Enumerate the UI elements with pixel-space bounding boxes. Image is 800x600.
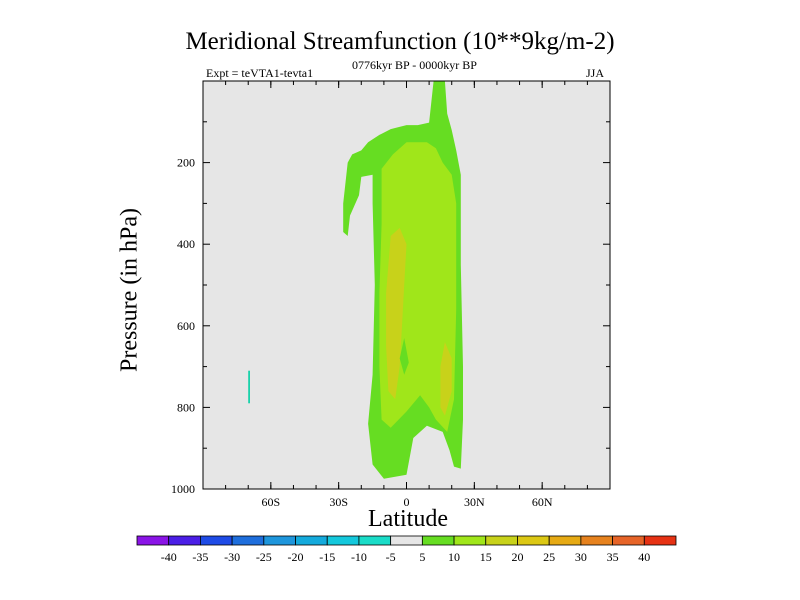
y-tick-label: 1000: [171, 482, 195, 496]
y-tick-label: 800: [177, 400, 195, 414]
x-tick-label: 0: [404, 495, 410, 509]
colorbar-swatch: [517, 535, 550, 546]
colorbar-swatch: [548, 535, 582, 546]
colorbar-label: 15: [480, 550, 492, 564]
colorbar-swatch: [168, 535, 201, 546]
colorbar-label: 40: [638, 550, 650, 564]
colorbar-swatch: [263, 535, 296, 546]
colorbar-swatch: [295, 535, 328, 546]
season-label: JJA: [586, 66, 605, 80]
colorbar-label: -35: [192, 550, 208, 564]
contour-region-6: [248, 370, 250, 404]
colorbar-label: -20: [288, 550, 304, 564]
y-tick-label: 200: [177, 156, 195, 170]
colorbar-label: 10: [448, 550, 460, 564]
y-axis: 200 400 600 800 1000: [171, 121, 610, 496]
y-tick-label: 600: [177, 319, 195, 333]
colorbar-swatch: [485, 535, 518, 546]
colorbar-swatch: [390, 535, 423, 546]
plot-area: [202, 80, 611, 490]
colorbar-swatch: [643, 535, 677, 546]
time-range-label: 0776kyr BP - 0000kyr BP: [352, 58, 477, 72]
x-tick-label: 60S: [261, 495, 280, 509]
colorbar-swatch: [358, 535, 392, 546]
colorbar-label: -40: [161, 550, 177, 564]
colorbar-swatch: [326, 535, 360, 546]
colorbar-swatch: [231, 535, 265, 546]
contour-region-5: [399, 338, 409, 375]
colorbar-label: 25: [543, 550, 555, 564]
colorbar-label: -5: [386, 550, 396, 564]
colorbar-swatch: [612, 535, 645, 546]
colorbar-label: 30: [575, 550, 587, 564]
colorbar-label: 5: [419, 550, 425, 564]
y-tick-label: 400: [177, 237, 195, 251]
x-axis-label: Latitude: [368, 506, 448, 532]
colorbar-label: -15: [319, 550, 335, 564]
colorbar-label: -25: [256, 550, 272, 564]
colorbar-label: 35: [607, 550, 619, 564]
colorbar-label: 20: [511, 550, 523, 564]
colorbar-swatch: [421, 535, 455, 546]
colorbar-swatch: [200, 535, 233, 546]
colorbar: -40 -35 -30 -25 -20 -15 -10 -5 5 10 15 20 25 30 35 40: [136, 535, 677, 564]
experiment-label: Expt = teVTA1-tevta1: [206, 66, 314, 80]
x-tick-label: 30S: [329, 495, 348, 509]
contour-region-4: [411, 342, 416, 367]
x-axis: 60S 30S 0 30N 60N: [225, 81, 588, 509]
contour-region-2: [386, 227, 407, 400]
colorbar-swatch: [453, 535, 487, 546]
colorbar-label: -30: [224, 550, 240, 564]
x-tick-label: 60N: [532, 495, 553, 509]
chart-title: Meridional Streamfunction (10**9kg/m-2): [185, 28, 615, 55]
x-tick-label: 30N: [464, 495, 485, 509]
colorbar-label: -10: [351, 550, 367, 564]
colorbar-swatch: [136, 535, 170, 546]
colorbar-swatch: [580, 535, 613, 546]
contour-region-3: [440, 342, 452, 416]
